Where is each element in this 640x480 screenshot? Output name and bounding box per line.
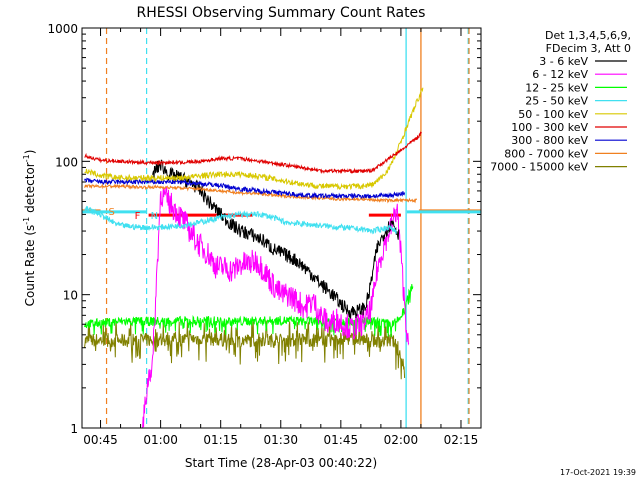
y-tick-label-100: 100 xyxy=(55,155,78,169)
x-tick-label-5: 02:00 xyxy=(384,433,419,447)
series-line-4 xyxy=(84,205,397,235)
legend: Det 1,3,4,5,6,9, FDecim 3, Att 0 3 - 6 k… xyxy=(490,29,631,174)
x-tick-label-2: 01:15 xyxy=(203,433,238,447)
plot-area: S NF xyxy=(82,28,481,429)
axes: 1 10 100 1000 00:45 01:00 01:15 01:30 01:45 02:00… xyxy=(47,22,482,447)
x-tick-label-3: 01:30 xyxy=(263,433,298,447)
legend-header-line-2: FDecim 3, Att 0 xyxy=(546,42,631,55)
flag-n-label: N xyxy=(151,211,158,222)
legend-label-2: 6 - 12 keV xyxy=(532,68,588,81)
legend-label-3: 12 - 25 keV xyxy=(525,81,588,94)
series-line-2 xyxy=(142,185,410,429)
series-line-6 xyxy=(84,131,422,174)
x-tick-label-4: 01:45 xyxy=(324,433,359,447)
x-axis-label: Start Time (28-Apr-03 00:40:22) xyxy=(185,456,377,470)
flag-f-label: F xyxy=(135,211,141,222)
footer-timestamp: 17-Oct-2021 19:39 xyxy=(560,468,636,477)
x-tick-label-0: 00:45 xyxy=(83,433,118,447)
y-tick-label-10: 10 xyxy=(63,289,78,303)
y-tick-label-1: 1 xyxy=(70,422,78,436)
series-line-7 xyxy=(84,177,406,200)
legend-label-6: 100 - 300 keV xyxy=(511,121,588,134)
y-axis-label: Count Rate (s-1 detector-1) xyxy=(22,150,37,307)
flag-s-label: S xyxy=(109,207,115,218)
x-tick-label-6: 02:15 xyxy=(444,433,479,447)
plot-frame xyxy=(81,27,482,429)
x-tick-label-1: 01:00 xyxy=(143,433,178,447)
chart-title: RHESSI Observing Summary Count Rates xyxy=(137,5,426,21)
series-line-5 xyxy=(84,87,424,190)
series-line-1 xyxy=(152,159,400,319)
legend-label-8: 800 - 7000 keV xyxy=(504,147,588,160)
legend-label-9: 7000 - 15000 keV xyxy=(490,161,588,174)
legend-label-1: 3 - 6 keV xyxy=(539,55,588,68)
legend-header-line-1: Det 1,3,4,5,6,9, xyxy=(545,29,631,42)
legend-label-7: 300 - 800 keV xyxy=(511,134,588,147)
series-line-9 xyxy=(84,320,406,380)
y-tick-label-1000: 1000 xyxy=(47,22,78,36)
legend-label-5: 50 - 100 keV xyxy=(518,108,588,121)
legend-label-4: 25 - 50 keV xyxy=(525,95,588,108)
